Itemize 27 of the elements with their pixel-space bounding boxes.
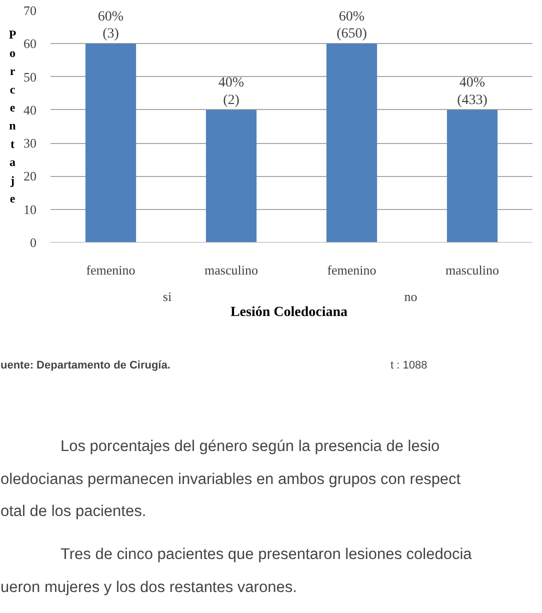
x-axis-title: Lesión Coledociana bbox=[230, 305, 348, 320]
x-tick-label: masculino bbox=[446, 262, 499, 278]
data-label: 40% (2) bbox=[218, 76, 244, 108]
text: t : 1088 bbox=[390, 360, 428, 372]
text: oledocianas permanecen invariables en ambos grupos con respect bbox=[0, 471, 462, 488]
data-label: 60% (650) bbox=[336, 9, 368, 42]
text: uente: Departamento de Cirugía. bbox=[0, 360, 170, 372]
x-tick-label: femenino bbox=[86, 262, 136, 278]
y-tick-label: 60 bbox=[24, 36, 36, 52]
x-tick-label: femenino bbox=[327, 262, 376, 278]
y-tick-label: 70 bbox=[24, 3, 36, 18]
data-label: 60% (3) bbox=[98, 9, 124, 42]
text: ueron mujeres y los dos restantes varones. bbox=[0, 579, 297, 596]
y-tick-label: 0 bbox=[30, 235, 36, 250]
text: no bbox=[404, 289, 418, 304]
y-tick-label: 30 bbox=[24, 136, 36, 151]
text: si bbox=[162, 289, 172, 304]
text: Los porcentajes del género según la presencia de lesio bbox=[60, 438, 440, 455]
y-tick-label: 10 bbox=[24, 202, 36, 217]
text: Tres de cinco pacientes que presentaron lesiones coledocia bbox=[60, 546, 472, 563]
y-tick-label: 50 bbox=[24, 69, 36, 84]
text: otal de los pacientes. bbox=[0, 503, 146, 520]
y-tick-label: 40 bbox=[24, 102, 36, 118]
data-label: 40% (433) bbox=[457, 76, 488, 108]
y-tick-label: 20 bbox=[24, 168, 36, 184]
text: Porcentaje bbox=[8, 28, 16, 206]
x-tick-label: masculino bbox=[204, 262, 258, 278]
